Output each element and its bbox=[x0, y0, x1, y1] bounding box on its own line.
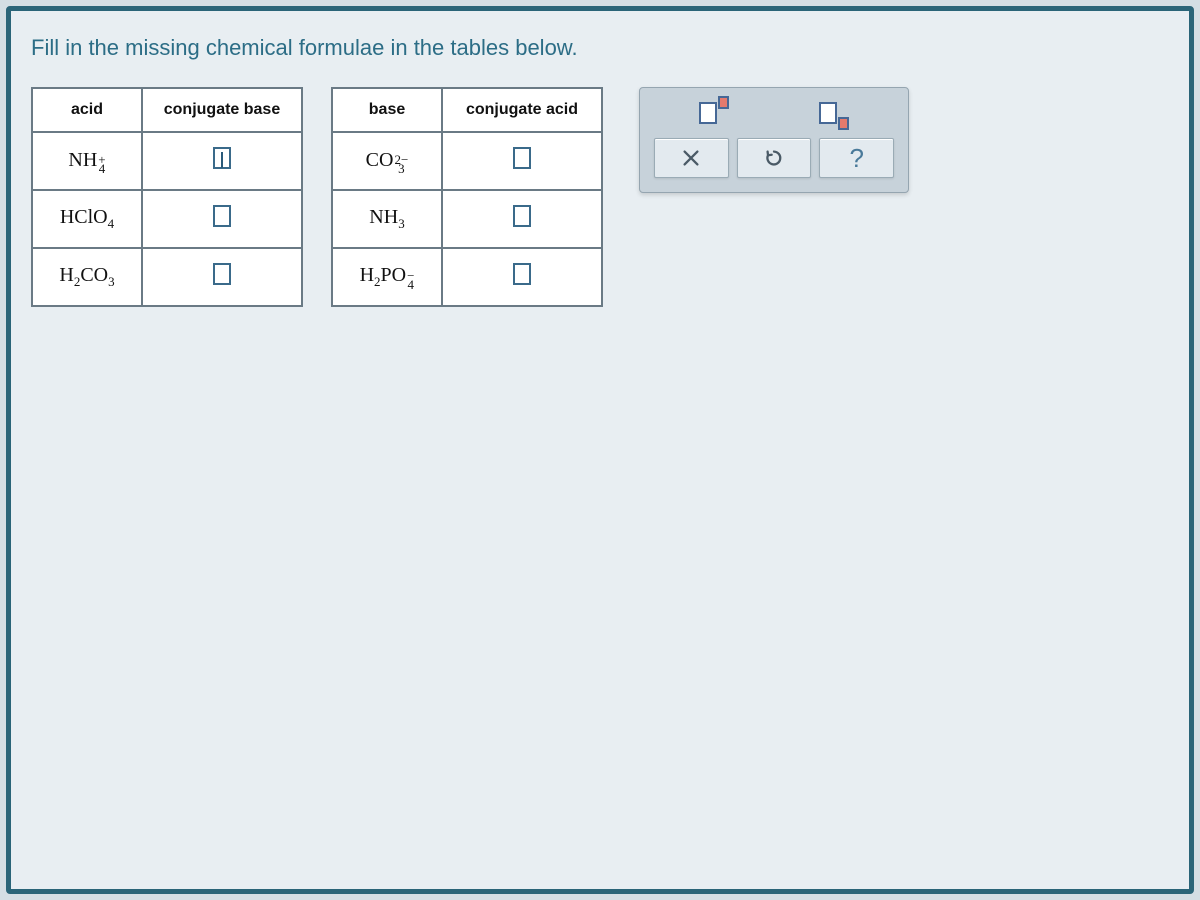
toolbox-templates-row bbox=[654, 100, 894, 126]
reset-button[interactable] bbox=[737, 138, 812, 178]
close-icon bbox=[680, 147, 702, 169]
base-header: base bbox=[332, 88, 442, 132]
base-cell-2: H2PO−4 bbox=[332, 248, 442, 306]
acid-cell-2: H2CO3 bbox=[32, 248, 142, 306]
base-cell-1: NH3 bbox=[332, 190, 442, 248]
formula-nh3: NH3 bbox=[369, 206, 404, 228]
acid-header: acid bbox=[32, 88, 142, 132]
template-superscript-icon bbox=[718, 96, 729, 109]
acid-table: acid conjugate base NH+4 HClO4 bbox=[31, 87, 303, 307]
formula-nh4-plus: NH+4 bbox=[68, 149, 105, 171]
subscript-tool[interactable] bbox=[815, 100, 853, 126]
base-cell-0: CO2−3 bbox=[332, 132, 442, 190]
table-row: HClO4 bbox=[32, 190, 302, 248]
superscript-tool[interactable] bbox=[695, 100, 733, 126]
blank-input-icon[interactable] bbox=[513, 205, 531, 227]
clear-button[interactable] bbox=[654, 138, 729, 178]
blank-input-icon[interactable] bbox=[513, 263, 531, 285]
table-row: H2PO−4 bbox=[332, 248, 602, 306]
conjugate-acid-input-0[interactable] bbox=[442, 132, 602, 190]
template-box-icon bbox=[699, 102, 717, 124]
toolbox-actions-row: ? bbox=[654, 138, 894, 178]
formula-h2co3: H2CO3 bbox=[59, 264, 114, 286]
conjugate-base-input-2[interactable] bbox=[142, 248, 302, 306]
conjugate-base-input-0[interactable] bbox=[142, 132, 302, 190]
conjugate-acid-input-2[interactable] bbox=[442, 248, 602, 306]
help-icon: ? bbox=[849, 143, 863, 174]
tables-container: acid conjugate base NH+4 HClO4 bbox=[31, 87, 1169, 307]
formula-h2po4-minus: H2PO−4 bbox=[360, 264, 415, 286]
undo-icon bbox=[763, 147, 785, 169]
formula-hclo4: HClO4 bbox=[60, 206, 114, 228]
conjugate-base-header: conjugate base bbox=[142, 88, 302, 132]
template-box-icon bbox=[819, 102, 837, 124]
template-subscript-icon bbox=[838, 117, 849, 130]
acid-cell-0: NH+4 bbox=[32, 132, 142, 190]
blank-input-icon[interactable] bbox=[513, 147, 531, 169]
table-row: NH+4 bbox=[32, 132, 302, 190]
formula-toolbox: ? bbox=[639, 87, 909, 193]
table-row: CO2−3 bbox=[332, 132, 602, 190]
conjugate-acid-input-1[interactable] bbox=[442, 190, 602, 248]
conjugate-acid-header: conjugate acid bbox=[442, 88, 602, 132]
question-frame: Fill in the missing chemical formulae in… bbox=[6, 6, 1194, 894]
blank-input-icon[interactable] bbox=[213, 147, 231, 169]
formula-co3-2minus: CO2−3 bbox=[366, 149, 409, 171]
help-button[interactable]: ? bbox=[819, 138, 894, 178]
blank-input-icon[interactable] bbox=[213, 263, 231, 285]
conjugate-base-input-1[interactable] bbox=[142, 190, 302, 248]
blank-input-icon[interactable] bbox=[213, 205, 231, 227]
instruction-text: Fill in the missing chemical formulae in… bbox=[31, 35, 1169, 61]
table-row: NH3 bbox=[332, 190, 602, 248]
table-row: H2CO3 bbox=[32, 248, 302, 306]
acid-cell-1: HClO4 bbox=[32, 190, 142, 248]
base-table: base conjugate acid CO2−3 NH3 bbox=[331, 87, 603, 307]
